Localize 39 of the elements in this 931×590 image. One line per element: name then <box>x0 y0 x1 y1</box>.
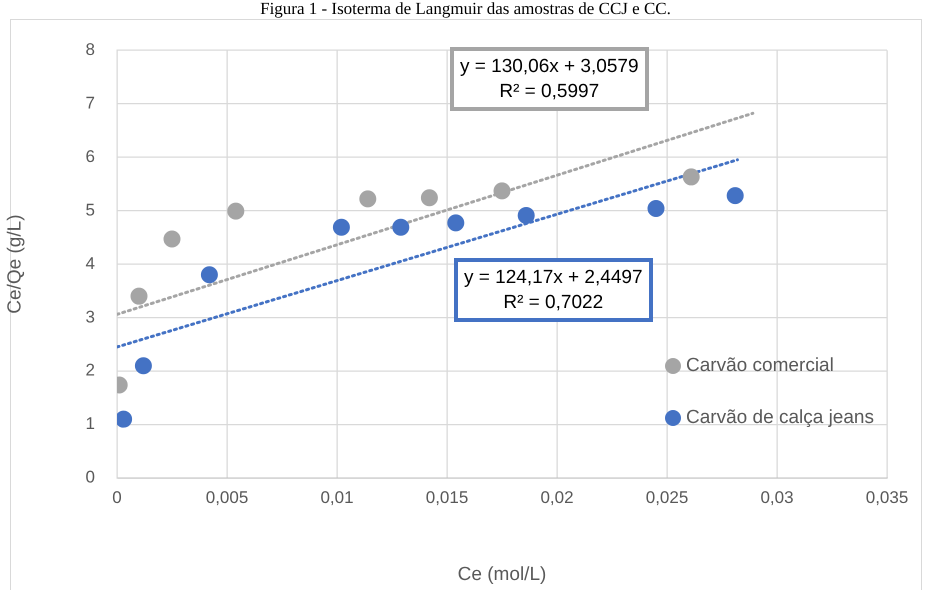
x-tick-label: 0,03 <box>760 488 794 507</box>
point <box>494 182 510 200</box>
x-tick-label: 0,02 <box>540 488 574 507</box>
x-tick-label: 0,015 <box>426 488 468 507</box>
y-tick-label: 0 <box>86 468 95 487</box>
point <box>648 200 664 217</box>
y-tick-label: 7 <box>86 93 95 112</box>
y-tick-label: 8 <box>86 40 95 59</box>
x-tick-label: 0,01 <box>320 488 354 507</box>
y-axis-title: Ce/Qe (g/L) <box>4 214 26 314</box>
chart-title: Figura 1 - Isoterma de Langmuir das amostras de CCJ e CC. <box>259 0 672 18</box>
x-tick-label: 0,005 <box>206 488 248 507</box>
y-tick-label: 4 <box>86 254 95 273</box>
point <box>726 187 744 204</box>
y-tick-label: 2 <box>86 360 95 380</box>
point <box>200 266 218 284</box>
point <box>332 218 350 236</box>
point <box>359 190 376 208</box>
x-axis-title: Ce (mol/L) <box>458 564 546 585</box>
annotation: y = 124,17x + 2,4497 R² = 0,7022 <box>454 258 653 322</box>
x-tick-label: 0,025 <box>646 488 688 507</box>
x-tick-label: 0 <box>112 488 122 507</box>
point <box>518 206 535 224</box>
y-tick-label: 6 <box>86 146 95 166</box>
legend-label: Carvão de calça jeans <box>686 407 874 429</box>
legend-label: Carvão comercial <box>686 355 834 377</box>
point <box>134 357 152 374</box>
y-tick-label: 5 <box>86 200 95 220</box>
y-tick-label: 1 <box>86 414 95 434</box>
point <box>447 214 464 232</box>
point <box>682 168 700 186</box>
point <box>392 218 410 236</box>
y-tick-label: 3 <box>86 307 95 326</box>
point <box>164 230 180 248</box>
point <box>420 189 438 206</box>
x-tick-label: 0,035 <box>866 488 908 507</box>
annotation: y = 130,06x + 3,0579 R² = 0,5997 <box>450 47 649 111</box>
point <box>227 202 244 220</box>
point <box>130 288 148 305</box>
